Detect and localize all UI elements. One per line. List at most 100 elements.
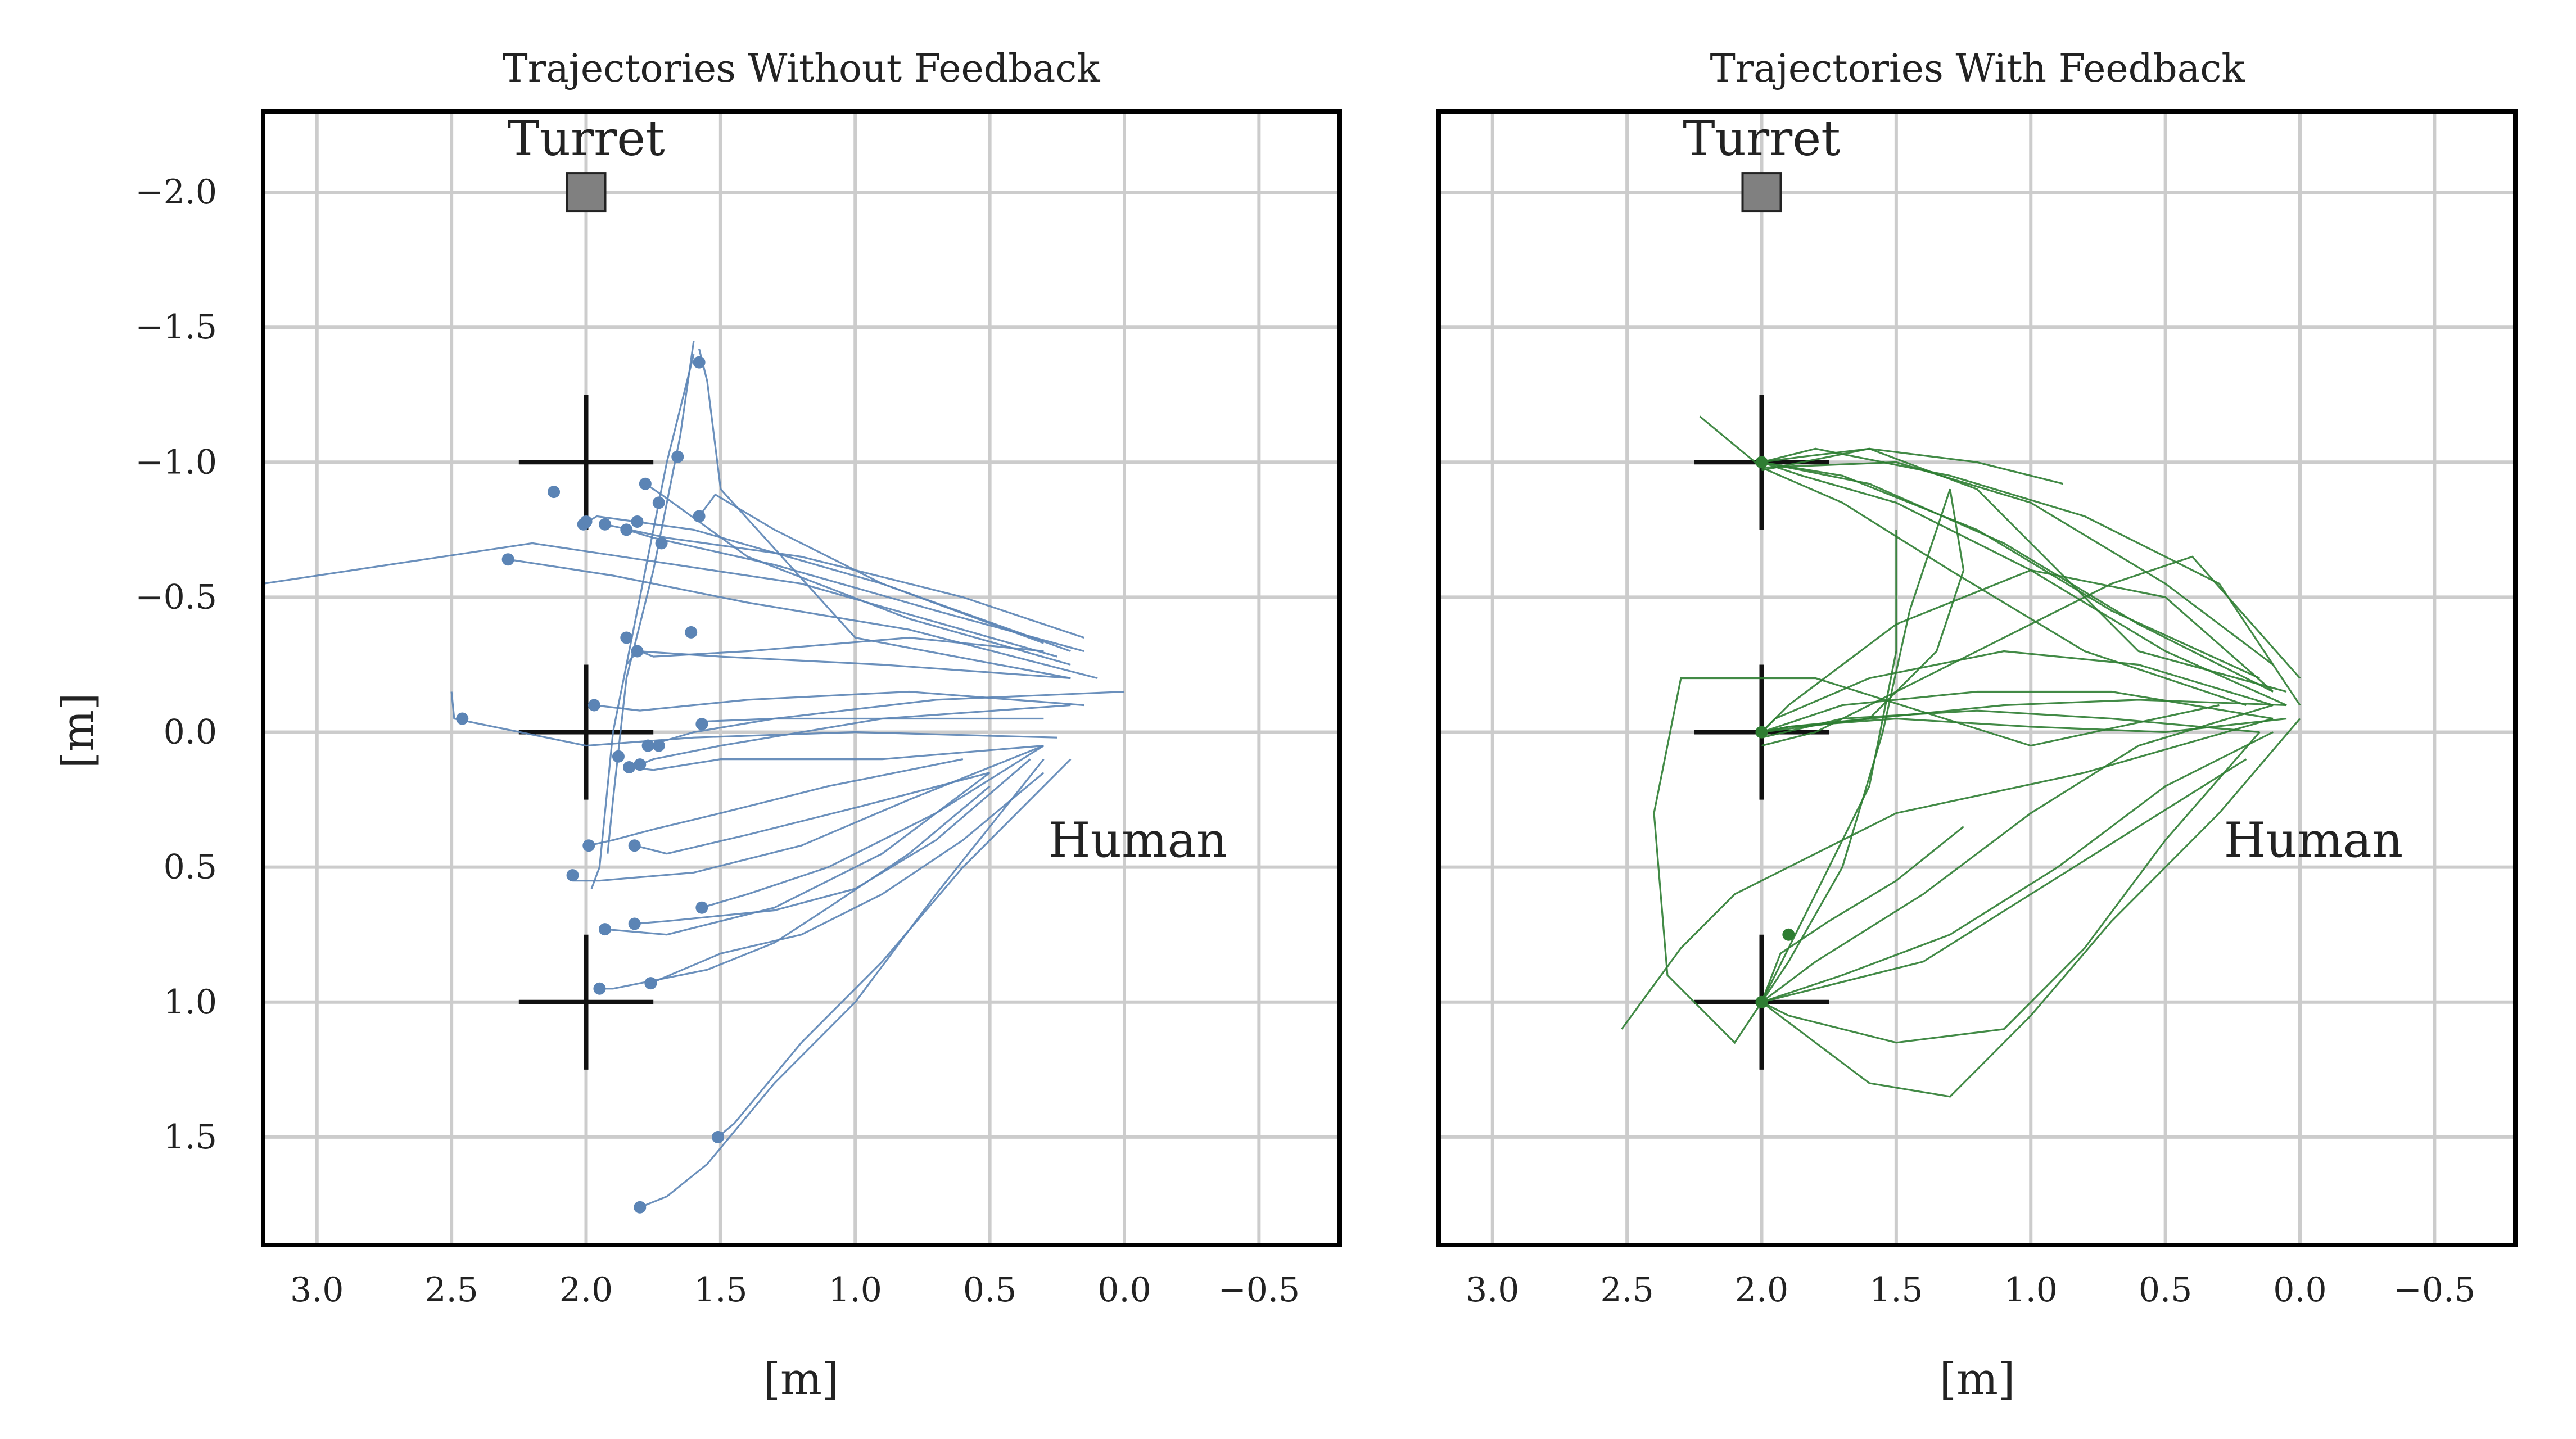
trajectory-line — [450, 691, 1057, 747]
x-tick-label: 0.5 — [2139, 1270, 2192, 1310]
trajectory-endpoint — [620, 523, 633, 536]
trajectory-line — [1761, 555, 2301, 747]
x-axis-label-without-feedback: [m] — [763, 1354, 839, 1405]
trajectory-endpoint — [685, 626, 698, 639]
trajectory-line — [594, 690, 1084, 712]
trajectory-endpoint — [631, 645, 644, 658]
trajectory-line — [626, 650, 1071, 680]
trajectory-line — [639, 704, 1071, 766]
plot-area — [1439, 111, 2515, 1245]
y-tick-label: −2.0 — [135, 173, 217, 212]
trajectory-line — [717, 758, 1072, 1138]
annotation-human: Human — [2224, 813, 2403, 869]
y-tick-label: −1.0 — [135, 442, 217, 482]
trajectory-endpoint — [695, 718, 708, 731]
y-tick-label: −1.5 — [135, 307, 217, 347]
turret-marker — [1741, 172, 1782, 213]
trajectory-line — [1761, 826, 1964, 1003]
trajectory-endpoint — [612, 750, 625, 763]
trajectory-endpoint — [548, 486, 561, 499]
trajectory-line — [599, 785, 991, 990]
trajectory-line — [582, 515, 1044, 644]
trajectory-endpoint — [582, 839, 595, 852]
trajectory-endpoint — [587, 699, 600, 712]
trajectory-line — [1761, 758, 2247, 1003]
trajectory-endpoint — [1755, 456, 1768, 469]
annotation-turret: Turret — [1683, 111, 1840, 167]
turret-marker — [566, 172, 607, 213]
trajectory-line — [1761, 447, 2287, 693]
plot-frame — [261, 109, 1342, 1247]
trajectory-endpoint — [456, 712, 469, 725]
trajectory-line — [588, 758, 964, 847]
trajectory-line — [698, 493, 1071, 653]
trajectory-line — [1621, 717, 2274, 1030]
trajectory-line — [1761, 569, 2274, 733]
trajectory-endpoint — [693, 510, 706, 523]
trajectory-endpoint — [639, 477, 652, 490]
y-tick-label: −0.5 — [135, 577, 217, 617]
trajectory-endpoint — [693, 356, 706, 369]
trajectory-line — [1761, 530, 1897, 1003]
trajectory-endpoint — [566, 869, 579, 882]
trajectory-line — [1761, 488, 1951, 1003]
trajectory-line — [648, 690, 1125, 747]
x-tick-label: 2.0 — [1735, 1270, 1788, 1310]
trajectory-line — [634, 772, 991, 855]
x-tick-label: 3.0 — [290, 1270, 344, 1310]
annotation-turret: Turret — [507, 111, 665, 167]
x-tick-label: 0.0 — [2273, 1270, 2326, 1310]
x-tick-label: 1.0 — [829, 1270, 882, 1310]
x-axis-label-with-feedback: [m] — [1940, 1354, 2015, 1405]
panel-without-feedback: Trajectories Without Feedback [m] [m] Tu… — [53, 47, 1342, 1405]
trajectory-endpoint — [712, 1130, 725, 1143]
trajectory-line — [263, 542, 1057, 658]
trajectory-line — [1761, 489, 1965, 734]
trajectory-endpoint — [634, 758, 647, 771]
trajectory-line — [1761, 461, 2260, 679]
plot-area — [263, 111, 1340, 1245]
trajectory-endpoint — [593, 982, 606, 995]
trajectory-endpoint — [655, 537, 668, 550]
trajectory-endpoint — [644, 977, 657, 990]
x-tick-label: 1.0 — [2004, 1270, 2058, 1310]
trajectory-endpoint — [623, 761, 636, 773]
trajectory-line — [701, 745, 1045, 909]
trajectory-line — [1761, 447, 2064, 485]
trajectory-endpoint — [1755, 995, 1768, 1008]
trajectory-endpoint — [599, 923, 612, 936]
trajectory-line — [698, 349, 1071, 680]
trajectory-endpoint — [628, 839, 641, 852]
trajectory-line — [508, 558, 1098, 680]
trajectory-endpoint — [641, 739, 654, 752]
trajectory-endpoint — [652, 739, 665, 752]
trajectory-endpoint — [1755, 726, 1768, 739]
y-tick-label: 0.5 — [164, 848, 217, 887]
panel-title-with-feedback: Trajectories With Feedback — [1710, 47, 2245, 91]
trajectory-line — [629, 745, 1044, 771]
trajectory-line — [650, 772, 1045, 984]
panel-title-without-feedback: Trajectories Without Feedback — [502, 47, 1100, 91]
x-tick-label: 2.5 — [1600, 1270, 1653, 1310]
trajectory-endpoint — [695, 901, 708, 914]
x-tick-label: −0.5 — [1218, 1270, 1300, 1310]
y-tick-label: 1.5 — [164, 1117, 217, 1157]
trajectory-line — [634, 758, 1031, 925]
x-tick-label: 3.0 — [1466, 1270, 1519, 1310]
trajectory-endpoint — [628, 917, 641, 930]
trajectory-endpoint — [501, 553, 514, 566]
trajectory-endpoint — [1782, 928, 1795, 941]
x-tick-label: 0.5 — [963, 1270, 1016, 1310]
trajectory-line — [639, 758, 1045, 1209]
plot-frame — [1436, 109, 2518, 1247]
trajectory-endpoint — [580, 515, 593, 528]
trajectory-line — [639, 636, 1044, 658]
y-tick-label: 0.0 — [164, 713, 217, 752]
trajectory-line — [1761, 461, 2274, 666]
trajectory-line — [1761, 731, 2261, 1044]
annotation-human: Human — [1049, 813, 1228, 869]
y-tick-label: 1.0 — [164, 983, 217, 1022]
trajectory-endpoint — [671, 450, 684, 463]
trajectory-line — [604, 772, 991, 936]
